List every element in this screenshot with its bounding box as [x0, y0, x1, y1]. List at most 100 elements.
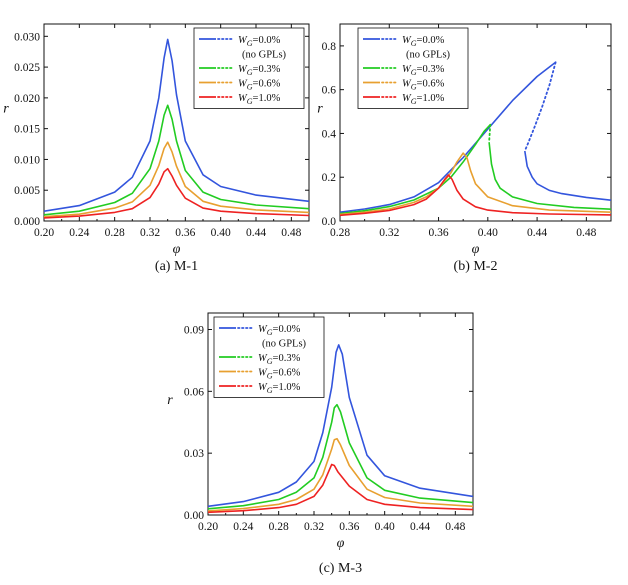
x-tick-label: 0.48 — [445, 521, 465, 533]
legend-var: W — [402, 79, 412, 90]
legend-entry-label: WG=0.6% — [238, 79, 281, 92]
x-tick-label: 0.40 — [211, 227, 231, 239]
y-tick-label: 0.015 — [14, 124, 40, 136]
x-tick-label: 0.44 — [527, 227, 547, 239]
legend-entry-label: WG=1.0% — [238, 93, 281, 106]
y-tick-label: 0.4 — [322, 128, 337, 140]
chart-panel-b: 0.28 0.32 0.36 0.40 0.44 0.48 0.0 0.2 0.4 0.6 0.8 φ… — [317, 23, 612, 274]
y-tick-label: 0.025 — [14, 62, 40, 74]
y-tick-label: 0.000 — [14, 216, 40, 228]
x-tick-label: 0.28 — [269, 521, 289, 533]
legend-note: (no GPLs) — [262, 339, 307, 350]
legend-entry-label: WG=1.0% — [402, 93, 445, 106]
legend-var: W — [402, 64, 412, 75]
series-line-1 — [44, 104, 309, 216]
x-tick-label: 0.44 — [410, 521, 430, 533]
legend-value: =0.6% — [253, 79, 281, 90]
x-tick-label: 0.40 — [478, 227, 498, 239]
y-tick-label: 0.00 — [184, 510, 204, 522]
y-axis-label: r — [317, 102, 323, 117]
y-tick-label: 0.010 — [14, 154, 40, 166]
legend-var-sub: G — [267, 372, 273, 381]
legend-var: W — [238, 79, 248, 90]
series-line-3 — [208, 463, 473, 514]
legend: WG=0.0%(no GPLs)WG=0.3%WG=0.6%WG=1.0% — [193, 27, 305, 109]
plot-frame — [43, 23, 310, 222]
x-axis-label: φ — [337, 536, 345, 551]
plot-frame — [207, 312, 474, 516]
legend-var-sub: G — [411, 68, 417, 77]
series-layer — [208, 344, 473, 514]
y-tick-label: 0.09 — [184, 324, 204, 336]
legend-var-sub: G — [267, 386, 273, 395]
y-axis-label: r — [167, 393, 173, 408]
legend-value: =0.6% — [417, 79, 445, 90]
x-axis-label: φ — [472, 242, 480, 257]
series-line-0 — [44, 38, 309, 212]
legend-var-sub: G — [411, 39, 417, 48]
legend-entry-label: WG=1.0% — [258, 382, 301, 395]
x-tick-label: 0.32 — [140, 227, 160, 239]
legend-var-sub: G — [267, 357, 273, 366]
legend-entry-label: WG=0.3% — [238, 64, 281, 77]
legend-var-sub: G — [247, 83, 253, 92]
chart-panel-a: 0.20 0.24 0.28 0.32 0.36 0.40 0.44 0.48 0.000 0.0… — [3, 23, 310, 274]
y-tick-label: 0.6 — [322, 85, 337, 97]
y-tick-label: 0.030 — [14, 31, 40, 43]
legend-var: W — [258, 382, 268, 393]
legend: WG=0.0%(no GPLs)WG=0.3%WG=0.6%WG=1.0% — [213, 316, 325, 398]
y-tick-label: 0.005 — [14, 185, 40, 197]
legend-entry-label: WG=0.6% — [402, 79, 445, 92]
x-tick-label: 0.36 — [175, 227, 195, 239]
panel-caption: (b) M-2 — [454, 259, 498, 274]
x-tick-label: 0.24 — [233, 521, 253, 533]
legend-value: =1.0% — [417, 93, 445, 104]
legend-var: W — [238, 93, 248, 104]
legend-value: =0.3% — [417, 64, 445, 75]
legend-var-sub: G — [267, 328, 273, 337]
plot-frame — [339, 23, 612, 222]
panel-caption: (c) M-3 — [319, 561, 362, 576]
x-axis-label: φ — [173, 242, 181, 257]
legend: WG=0.0%(no GPLs)WG=0.3%WG=0.6%WG=1.0% — [357, 27, 469, 109]
chart-panel-c: 0.20 0.24 0.28 0.32 0.36 0.40 0.44 0.48 0.00 0.03… — [167, 312, 474, 576]
legend-value: =0.0% — [253, 35, 281, 46]
legend-value: =0.3% — [273, 353, 301, 364]
y-tick-label: 0.2 — [322, 172, 337, 184]
legend-note: (no GPLs) — [242, 50, 287, 61]
legend-entry-label: WG=0.3% — [402, 64, 445, 77]
y-tick-label: 0.03 — [184, 448, 204, 460]
legend-var-sub: G — [411, 83, 417, 92]
series-lower-branch-1 — [488, 142, 611, 210]
series-line-0 — [340, 61, 557, 213]
series-line-1 — [208, 403, 473, 510]
legend-entry-label: WG=0.3% — [258, 353, 301, 366]
x-tick-label: 0.48 — [576, 227, 596, 239]
y-tick-label: 0.06 — [184, 386, 204, 398]
series-lower-branch-0 — [524, 150, 611, 201]
legend-entry-label: WG=0.0% — [238, 35, 281, 48]
x-tick-label: 0.36 — [428, 227, 448, 239]
series-line-2 — [340, 152, 611, 216]
x-tick-label: 0.48 — [281, 227, 301, 239]
legend-var-sub: G — [247, 39, 253, 48]
series-layer — [44, 38, 309, 219]
legend-value: =0.3% — [253, 64, 281, 75]
series-layer — [340, 61, 611, 217]
legend-var-sub: G — [247, 97, 253, 106]
legend-var: W — [238, 64, 248, 75]
series-line-2 — [44, 141, 309, 218]
panel-caption: (a) M-1 — [155, 259, 198, 274]
legend-var-sub: G — [411, 97, 417, 106]
x-tick-label: 0.20 — [198, 521, 218, 533]
x-tick-label: 0.28 — [330, 227, 350, 239]
y-tick-label: 0.0 — [322, 216, 337, 228]
series-unstable-branch-0 — [523, 61, 557, 152]
legend-var: W — [402, 35, 412, 46]
legend-value: =0.6% — [273, 368, 301, 379]
y-tick-label: 0.8 — [322, 41, 337, 53]
x-tick-label: 0.36 — [339, 521, 359, 533]
legend-entry-label: WG=0.0% — [402, 35, 445, 48]
x-tick-label: 0.24 — [69, 227, 89, 239]
x-tick-label: 0.40 — [375, 521, 395, 533]
